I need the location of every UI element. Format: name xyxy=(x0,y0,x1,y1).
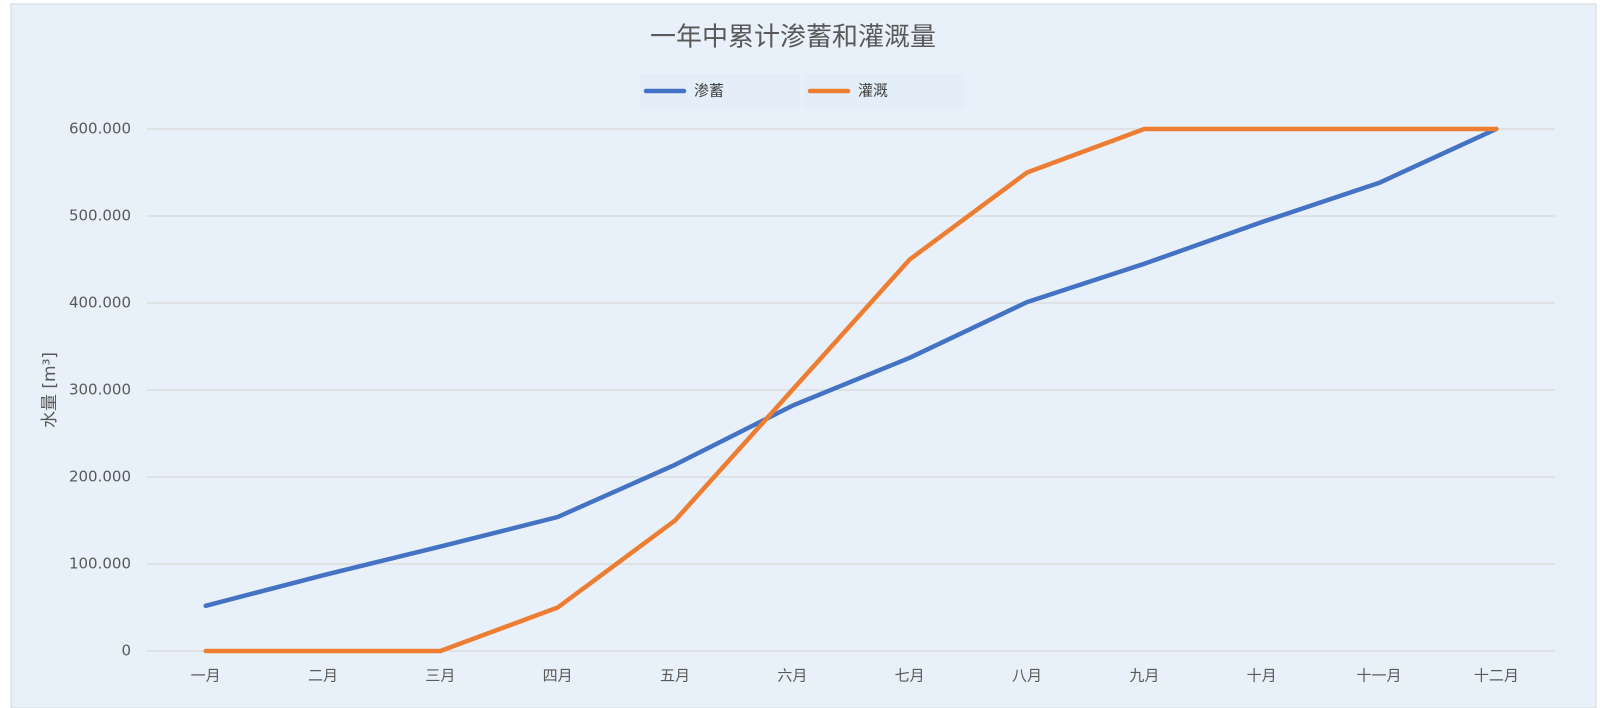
y-tick-label: 200.000 xyxy=(69,468,131,486)
x-tick-label: 七月 xyxy=(895,667,925,685)
x-tick-label: 一月 xyxy=(191,667,221,685)
legend-label: 灌溉 xyxy=(858,82,888,100)
x-tick-label: 八月 xyxy=(1012,667,1042,685)
chart-area xyxy=(10,3,1597,708)
series-line xyxy=(203,126,1499,654)
x-tick-label: 十月 xyxy=(1247,667,1277,685)
y-axis-label: 水量 [m³] xyxy=(40,352,60,428)
series-line xyxy=(203,126,1499,609)
y-tick-label: 100.000 xyxy=(69,555,131,573)
legend-label: 渗蓄 xyxy=(694,82,724,100)
x-tick-label: 九月 xyxy=(1129,667,1159,685)
y-tick-label: 400.000 xyxy=(69,294,131,312)
y-tick-label: 300.000 xyxy=(69,381,131,399)
y-tick-label: 600.000 xyxy=(69,120,131,138)
y-tick-label: 0 xyxy=(121,642,131,660)
x-tick-label: 十二月 xyxy=(1474,667,1519,685)
x-tick-label: 十一月 xyxy=(1356,667,1401,685)
chart-title: 一年中累计渗蓄和灌溉量 xyxy=(650,23,936,53)
x-tick-label: 五月 xyxy=(660,667,690,685)
x-tick-label: 二月 xyxy=(308,667,338,685)
x-tick-label: 三月 xyxy=(425,667,455,685)
x-tick-label: 四月 xyxy=(543,667,573,685)
x-tick-label: 六月 xyxy=(777,667,807,685)
y-tick-label: 500.000 xyxy=(69,207,131,225)
